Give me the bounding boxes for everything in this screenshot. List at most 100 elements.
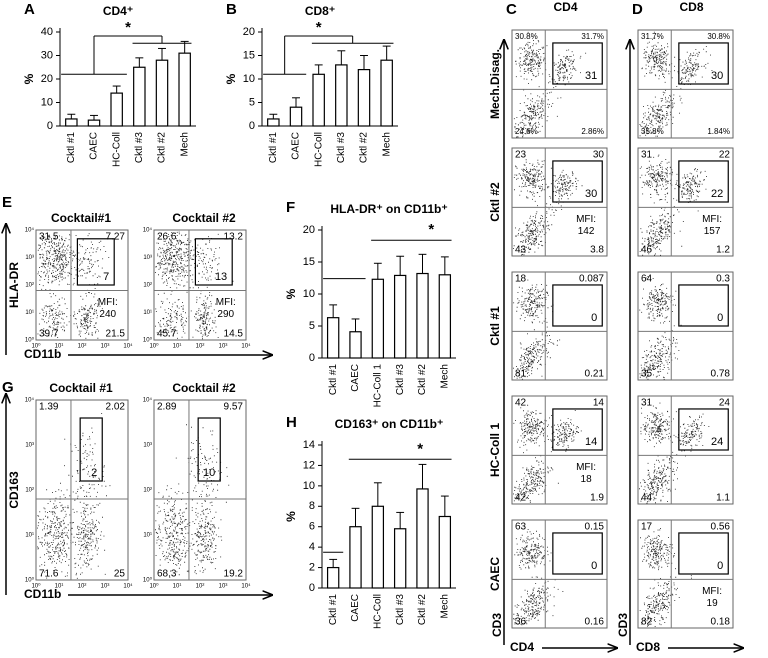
label: 10¹ (25, 533, 34, 539)
label: 10² (78, 344, 87, 350)
label: 7 (103, 271, 109, 283)
label: 14.5 (224, 329, 244, 340)
label: CD163 (7, 471, 21, 509)
dot-cloud (513, 404, 582, 503)
bar (416, 272, 429, 359)
label: 13.2 (224, 232, 244, 243)
gate (552, 532, 603, 575)
label: 0.21 (585, 369, 605, 380)
label: * (125, 19, 131, 36)
label: 10 (41, 96, 53, 108)
label: 0.3 (716, 274, 730, 285)
label: 24.6% (515, 127, 538, 136)
label: 35 (641, 369, 653, 380)
label: 10¹ (55, 584, 64, 590)
label: HLA-DR (7, 262, 21, 308)
label: Cktl #2 (157, 132, 168, 164)
plot-frame (35, 399, 129, 581)
label: CAEC (291, 132, 302, 160)
gate (552, 284, 603, 327)
gate (678, 284, 729, 327)
error-bar (292, 97, 300, 108)
label: Cocktail #2 (172, 211, 236, 225)
label: 12 (303, 459, 315, 471)
gate (79, 417, 103, 482)
error-bar (440, 256, 449, 275)
label: 10³ (101, 584, 110, 590)
label: 290 (217, 309, 234, 320)
label: 18 (581, 474, 593, 485)
error-bar (90, 114, 98, 121)
bar (393, 274, 407, 359)
label: 31 (641, 398, 653, 409)
label: 10² (25, 283, 34, 289)
error-bar (396, 255, 405, 276)
label: CD8⁺ (305, 4, 335, 18)
label: 10⁰ (25, 577, 35, 584)
gate (552, 42, 603, 85)
bar (335, 64, 348, 127)
label: 43 (515, 245, 527, 256)
label: 10⁴ (25, 227, 35, 234)
label: CD8 (679, 0, 703, 14)
label: 31.7% (641, 32, 664, 41)
label: 14 (303, 439, 315, 451)
bar (312, 73, 325, 127)
label: 13 (215, 271, 227, 283)
bar (349, 526, 362, 589)
bar (438, 515, 452, 589)
label: HC-Coll (313, 132, 324, 167)
label: F (286, 199, 295, 216)
label: 5 (309, 320, 315, 332)
label: 30 (41, 49, 53, 61)
label: 0 (717, 312, 723, 324)
label: CAEC (488, 557, 502, 591)
label: 10² (143, 283, 152, 289)
label: 42 (515, 398, 527, 409)
label: CD4⁺ (103, 4, 133, 18)
bar (65, 118, 78, 127)
label: 0.15 (585, 522, 605, 533)
bar (155, 59, 169, 127)
error-bar (382, 45, 391, 61)
error-bar (440, 495, 449, 517)
label: 7.27 (106, 232, 126, 243)
bar (267, 118, 280, 127)
label: 0 (717, 560, 723, 572)
bar (326, 566, 340, 589)
error-bar (418, 253, 427, 274)
error-bar (329, 304, 338, 318)
label: 17 (641, 522, 653, 533)
label: 24 (719, 398, 731, 409)
bar (357, 68, 371, 127)
label: 10² (78, 584, 87, 590)
label: 31.5 (39, 232, 59, 243)
label: 0.087 (579, 274, 604, 285)
label: * (316, 19, 322, 36)
label: 10³ (25, 255, 34, 261)
error-bar (158, 47, 166, 61)
error-bar (351, 507, 360, 527)
dot-cloud (639, 31, 713, 137)
label: 10² (196, 344, 205, 350)
error-bar (269, 113, 278, 119)
dot-cloud (639, 401, 710, 504)
label: D (632, 1, 643, 18)
label: * (428, 221, 434, 238)
gate (552, 160, 603, 203)
label: 68.3 (157, 569, 177, 580)
label: 30.8% (515, 32, 538, 41)
label: CD3 (490, 613, 504, 637)
bar (349, 331, 362, 359)
label: 10² (143, 488, 152, 494)
label: 0.16 (585, 617, 605, 628)
gate (76, 238, 115, 286)
label: 10⁰ (25, 337, 35, 344)
label: 20 (41, 73, 53, 85)
label: 31 (641, 150, 653, 161)
label: 24 (711, 436, 723, 448)
bar (371, 505, 385, 589)
label: MFI: (576, 462, 596, 473)
label: 30 (585, 188, 597, 200)
